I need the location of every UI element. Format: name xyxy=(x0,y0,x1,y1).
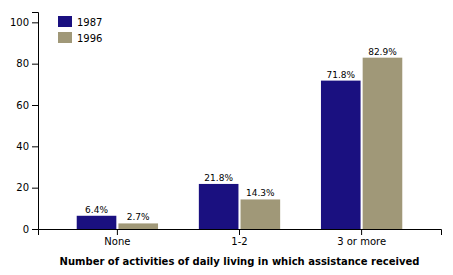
tick-mark xyxy=(32,229,38,230)
x-tick: 3 or more xyxy=(337,229,386,247)
data-label: 2.7% xyxy=(127,212,150,222)
bar xyxy=(321,81,361,229)
data-label: 14.3% xyxy=(246,188,275,198)
bar xyxy=(241,199,281,229)
tick-label: 20 xyxy=(16,182,29,193)
tick-label: 1-2 xyxy=(231,236,247,247)
bar xyxy=(118,223,158,229)
y-tick: 80 xyxy=(16,58,38,69)
x-tick: None xyxy=(104,229,130,247)
x-axis: None 1-2 3 or more xyxy=(39,229,442,247)
legend-item: 1987 xyxy=(58,16,102,28)
y-axis: 0 20 40 60 80 100 xyxy=(10,13,39,235)
data-label: 21.8% xyxy=(204,173,233,183)
y-tick: 20 xyxy=(16,182,38,193)
tick-mark xyxy=(32,188,38,189)
y-tick: 40 xyxy=(16,141,38,152)
y-tick: 60 xyxy=(16,100,38,111)
data-label: 6.4% xyxy=(85,205,108,215)
tick-label: None xyxy=(104,236,130,247)
legend-label: 1987 xyxy=(77,17,102,28)
axis-line xyxy=(39,230,442,236)
axis-line xyxy=(32,13,39,230)
x-axis-title: Number of activities of daily living in … xyxy=(60,256,420,267)
tick-label: 0 xyxy=(23,224,29,235)
tick-label: 100 xyxy=(10,17,29,28)
data-labels: 6.4% 21.8% 71.8% 2.7% 14.3% 82.9% xyxy=(85,47,397,223)
y-tick: 100 xyxy=(10,17,38,28)
data-label: 71.8% xyxy=(326,70,355,80)
legend-label: 1996 xyxy=(77,33,102,44)
tick-mark xyxy=(361,229,362,235)
tick-mark xyxy=(32,64,38,65)
legend-swatch xyxy=(58,16,72,27)
bar xyxy=(199,184,239,229)
tick-label: 80 xyxy=(16,58,29,69)
bars xyxy=(77,58,403,229)
y-tick: 0 xyxy=(23,224,38,235)
x-tick: 1-2 xyxy=(231,229,247,247)
chart: 0 20 40 60 80 100 None 1-2 3 or more 6.4% 21.8% 71.… xyxy=(0,0,453,275)
tick-mark xyxy=(32,22,38,23)
bar xyxy=(77,216,117,229)
tick-label: 60 xyxy=(16,100,29,111)
data-label: 82.9% xyxy=(368,47,397,57)
legend-item: 1996 xyxy=(58,32,102,44)
tick-mark xyxy=(32,105,38,106)
tick-mark xyxy=(239,229,240,235)
tick-mark xyxy=(32,146,38,147)
bar xyxy=(363,58,403,229)
legend-swatch xyxy=(58,32,72,43)
tick-mark xyxy=(117,229,118,235)
plot: 0 20 40 60 80 100 None 1-2 3 or more 6.4% 21.8% 71.… xyxy=(10,13,442,248)
tick-label: 40 xyxy=(16,141,29,152)
tick-label: 3 or more xyxy=(337,236,386,247)
legend: 1987 1996 xyxy=(58,16,102,44)
